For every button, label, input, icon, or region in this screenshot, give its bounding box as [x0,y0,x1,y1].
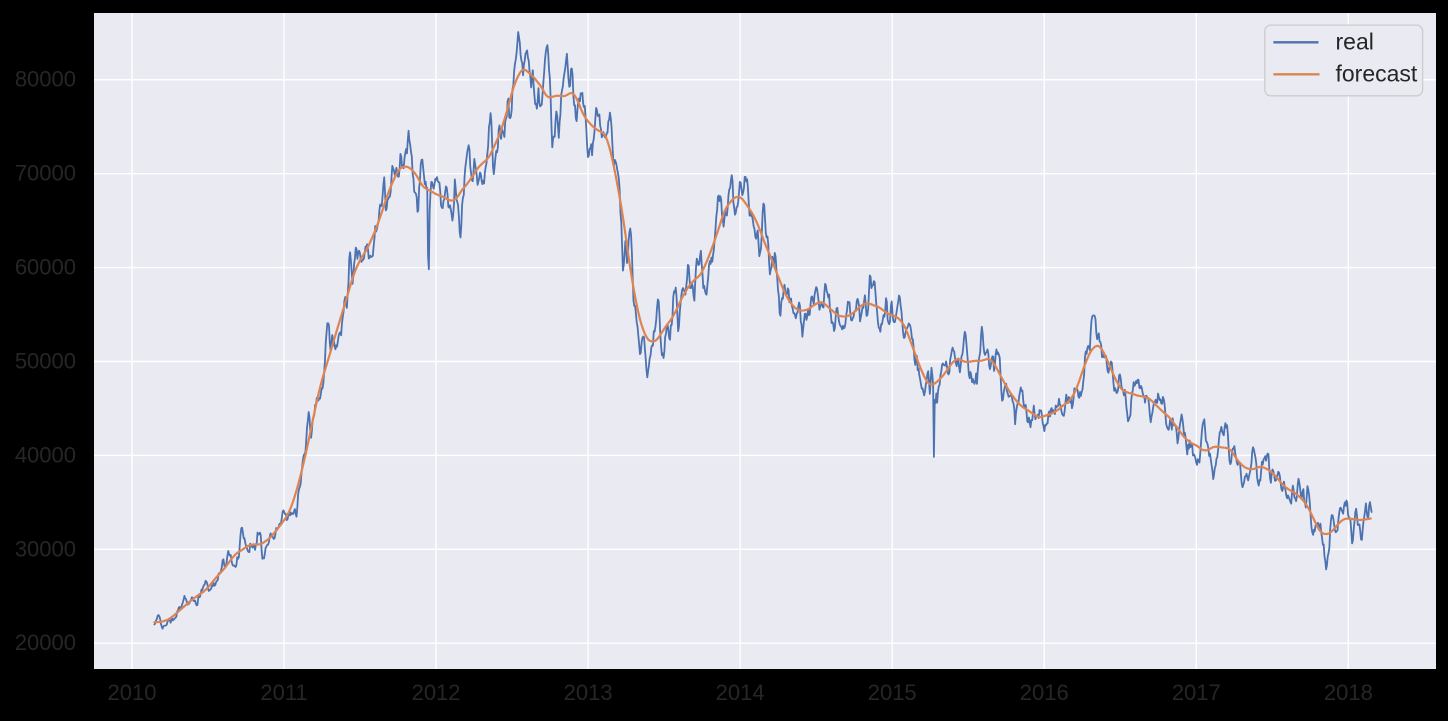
svg-text:2011: 2011 [260,680,307,705]
svg-text:2013: 2013 [564,680,613,705]
svg-text:2010: 2010 [107,680,156,705]
svg-text:50000: 50000 [15,348,76,373]
svg-text:2016: 2016 [1020,680,1069,705]
svg-text:2012: 2012 [412,680,461,705]
svg-text:40000: 40000 [15,442,76,467]
svg-text:30000: 30000 [15,536,76,561]
svg-text:2014: 2014 [716,680,765,705]
svg-text:2018: 2018 [1324,680,1373,705]
svg-text:60000: 60000 [15,255,76,280]
svg-text:2015: 2015 [868,680,917,705]
svg-text:70000: 70000 [15,161,76,186]
svg-text:20000: 20000 [15,630,76,655]
svg-text:2017: 2017 [1172,680,1221,705]
svg-text:80000: 80000 [15,67,76,92]
svg-text:forecast: forecast [1336,61,1418,87]
svg-text:real: real [1336,29,1374,55]
